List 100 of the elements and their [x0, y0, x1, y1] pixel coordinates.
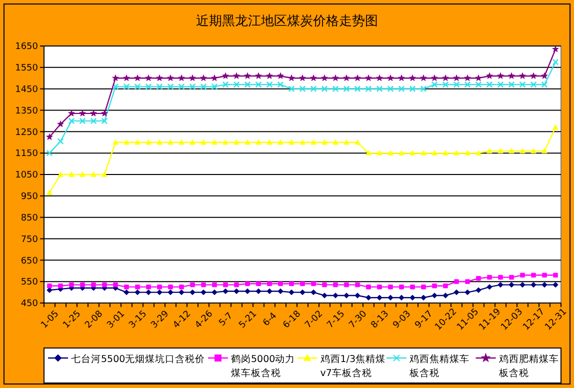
- point: [244, 81, 251, 88]
- y-tick-label: 1250: [15, 128, 38, 138]
- point: [91, 282, 96, 288]
- point: [90, 172, 96, 177]
- point: [178, 74, 185, 81]
- point: [464, 74, 471, 81]
- point: [146, 284, 151, 290]
- point: [146, 289, 152, 296]
- point: [552, 124, 558, 130]
- point: [388, 294, 394, 300]
- point: [486, 81, 493, 88]
- point: [267, 281, 272, 286]
- point: [256, 281, 261, 286]
- point: [377, 284, 382, 290]
- point: [222, 81, 229, 88]
- point: [431, 81, 438, 88]
- point: [156, 140, 162, 145]
- point: [366, 284, 371, 290]
- point: [354, 292, 360, 298]
- point: [233, 81, 240, 88]
- point: [310, 74, 317, 81]
- point: [409, 86, 416, 92]
- point: [256, 288, 262, 294]
- point: [344, 140, 350, 145]
- point: [277, 72, 284, 79]
- point: [234, 140, 240, 145]
- point: [156, 83, 163, 90]
- point: [475, 81, 482, 88]
- point: [47, 284, 52, 288]
- point: [211, 83, 218, 90]
- point: [310, 140, 316, 145]
- point: [398, 74, 405, 81]
- point: [222, 140, 228, 145]
- point: [288, 289, 294, 296]
- point: [300, 289, 306, 296]
- point: [310, 86, 317, 92]
- point: [355, 282, 360, 288]
- point: [299, 74, 306, 81]
- y-tick-label: 1150: [15, 149, 38, 160]
- point: [508, 72, 515, 79]
- point: [464, 289, 470, 296]
- point: [233, 72, 240, 79]
- point: [332, 292, 338, 298]
- point: [58, 284, 63, 288]
- point: [245, 281, 250, 286]
- point: [167, 74, 174, 81]
- y-tick-label: 1550: [15, 64, 38, 74]
- point: [322, 292, 328, 298]
- point: [58, 172, 64, 177]
- point: [90, 118, 97, 124]
- point: [299, 86, 306, 92]
- point: [189, 83, 196, 90]
- point: [398, 294, 404, 300]
- point: [520, 272, 525, 278]
- point: [124, 140, 130, 145]
- point: [343, 86, 350, 92]
- point: [442, 292, 448, 298]
- y-tick-label: 1650: [15, 42, 38, 52]
- point: [421, 284, 426, 290]
- point: [255, 72, 262, 79]
- y-tick-label: 1350: [15, 106, 38, 116]
- point: [168, 289, 174, 296]
- point: [354, 86, 361, 92]
- point: [542, 282, 548, 288]
- point: [69, 282, 74, 288]
- x-tick-label: 5-7: [218, 311, 236, 329]
- point: [344, 282, 349, 288]
- point: [420, 74, 427, 81]
- point: [179, 284, 184, 290]
- point: [244, 288, 250, 294]
- y-tick-label: 550: [20, 278, 38, 288]
- point: [553, 272, 558, 278]
- x-tick-label: 6-4: [262, 310, 280, 329]
- point: [465, 279, 470, 284]
- point: [79, 110, 86, 116]
- point: [552, 46, 559, 52]
- point: [112, 74, 119, 81]
- point: [552, 282, 558, 288]
- point: [277, 81, 284, 88]
- point: [167, 83, 174, 90]
- point: [442, 81, 449, 88]
- point: [508, 282, 514, 288]
- y-tick-label: 450: [20, 299, 38, 310]
- point: [464, 150, 470, 156]
- point: [376, 150, 382, 156]
- point: [552, 58, 559, 66]
- point: [531, 272, 536, 278]
- point: [266, 288, 272, 294]
- point: [410, 284, 415, 290]
- point: [190, 289, 196, 296]
- point: [542, 272, 547, 278]
- point: [200, 289, 206, 296]
- point: [442, 150, 448, 156]
- point: [223, 282, 228, 288]
- chart-title: 近期黑龙江地区煤炭价格走势图: [196, 14, 378, 29]
- point: [354, 140, 360, 145]
- point: [79, 118, 86, 124]
- point: [454, 279, 459, 284]
- point: [530, 81, 537, 88]
- point: [68, 110, 75, 116]
